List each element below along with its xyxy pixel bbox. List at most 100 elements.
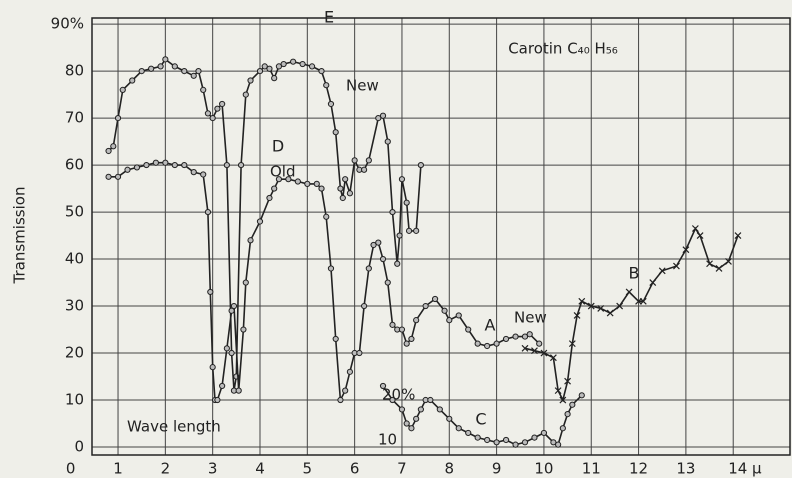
data-point [465, 429, 472, 437]
data-point [696, 232, 704, 239]
data-point [228, 349, 235, 357]
data-point [403, 340, 410, 347]
y-tick-label: 40 [65, 250, 84, 268]
data-point [554, 387, 562, 395]
data-point [431, 295, 439, 303]
data-point [110, 143, 117, 150]
data-point [356, 349, 363, 357]
data-point [521, 333, 529, 340]
data-point [181, 161, 188, 169]
annotation: Wave length [127, 418, 221, 436]
data-point [536, 340, 543, 347]
data-point [531, 434, 538, 441]
y-tick-label: 50 [65, 203, 84, 221]
data-point [171, 161, 178, 169]
data-point [235, 387, 242, 394]
data-point [682, 246, 690, 254]
data-point [408, 425, 415, 432]
data-point [526, 331, 533, 338]
data-point [266, 65, 273, 72]
curve-label: E [324, 8, 334, 27]
data-point [484, 436, 491, 444]
data-point [157, 63, 164, 70]
data-point [247, 77, 254, 84]
x-tick-label: 1 [113, 460, 123, 478]
data-point [422, 302, 429, 310]
data-point [578, 392, 585, 399]
data-point [256, 67, 264, 75]
curve-label: A [485, 316, 496, 335]
data-point [370, 241, 377, 249]
data-point [351, 157, 358, 164]
data-point [564, 411, 571, 418]
data-point [658, 267, 666, 275]
data-point [346, 368, 354, 375]
data-point [290, 58, 297, 65]
data-point [555, 441, 562, 448]
data-point [152, 159, 159, 166]
data-point [521, 344, 529, 352]
data-point [256, 218, 264, 225]
y-tick-label: 90% [51, 15, 84, 33]
data-point [223, 161, 230, 169]
y-tick-label: 10 [65, 391, 84, 409]
data-point [375, 239, 382, 246]
data-point [190, 72, 197, 79]
data-point [639, 297, 647, 305]
data-point [195, 67, 202, 75]
data-point [521, 439, 529, 446]
data-point [502, 436, 510, 444]
data-point [446, 415, 453, 422]
data-point [389, 396, 396, 404]
data-point [280, 60, 287, 68]
data-point [313, 180, 320, 187]
x-tick-label: 0 [66, 460, 76, 478]
data-point [318, 185, 325, 192]
data-point [240, 326, 247, 333]
data-point [484, 342, 491, 350]
y-tick-label: 30 [65, 297, 84, 315]
data-point [715, 265, 723, 272]
data-point [403, 199, 410, 206]
data-point [148, 65, 155, 72]
plot-frame [91, 17, 791, 456]
data-point [379, 255, 387, 263]
data-point [318, 67, 325, 75]
data-point [455, 425, 462, 432]
data-point [493, 439, 500, 446]
data-point [389, 208, 396, 216]
annotation: 10 [378, 431, 397, 449]
data-point [564, 377, 572, 385]
data-point [285, 176, 292, 183]
data-point [559, 425, 566, 432]
data-point [261, 63, 268, 70]
data-point [540, 429, 548, 437]
data-point [405, 227, 413, 234]
data-point [223, 345, 230, 352]
curve-label: C [475, 410, 486, 429]
data-point [493, 340, 500, 347]
data-point [512, 441, 519, 448]
data-point [119, 86, 126, 93]
data-point [365, 265, 372, 272]
data-point [531, 347, 538, 355]
data-point [587, 302, 595, 310]
data-point [219, 100, 226, 108]
data-point [568, 340, 576, 348]
data-point [569, 401, 576, 408]
data-point [332, 129, 339, 136]
data-point [114, 114, 122, 122]
data-point [271, 75, 278, 82]
x-tick-label: 2 [161, 460, 171, 478]
data-point [308, 63, 316, 70]
data-point [247, 237, 254, 244]
data-point [361, 302, 368, 310]
data-point [143, 161, 150, 169]
y-tick-label: 70 [65, 109, 84, 127]
data-point [342, 387, 349, 394]
x-tick-label: 4 [255, 460, 265, 478]
data-point [162, 56, 169, 63]
data-point [398, 406, 406, 413]
data-point [408, 335, 415, 343]
